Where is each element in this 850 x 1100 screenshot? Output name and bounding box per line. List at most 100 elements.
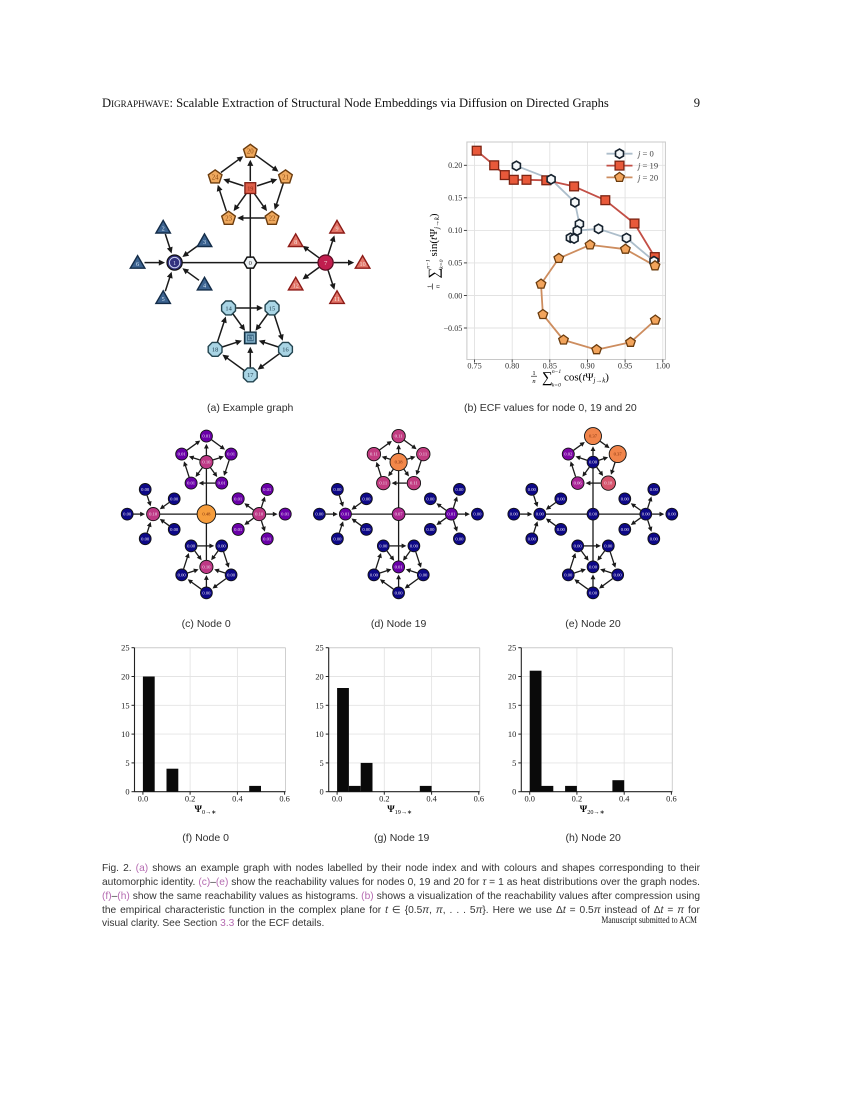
svg-text:0.38: 0.38 xyxy=(395,460,404,465)
svg-text:0.0: 0.0 xyxy=(524,795,534,804)
svg-text:0.75: 0.75 xyxy=(467,362,481,371)
svg-text:2: 2 xyxy=(162,226,165,233)
svg-text:0.00: 0.00 xyxy=(170,496,179,501)
svg-text:0.00: 0.00 xyxy=(589,591,598,596)
svg-text:0.00: 0.00 xyxy=(614,573,623,578)
svg-text:13: 13 xyxy=(247,335,253,342)
svg-text:0.05: 0.05 xyxy=(448,259,462,268)
svg-text:0.48: 0.48 xyxy=(202,512,211,517)
svg-text:0.00: 0.00 xyxy=(426,527,435,532)
svg-text:15: 15 xyxy=(269,305,275,312)
svg-text:4: 4 xyxy=(203,283,206,290)
svg-text:0.00: 0.00 xyxy=(557,527,566,532)
svg-text:0.01: 0.01 xyxy=(263,536,272,541)
svg-text:0.00: 0.00 xyxy=(410,544,419,549)
svg-text:23: 23 xyxy=(225,216,232,223)
svg-text:3: 3 xyxy=(203,239,206,246)
svg-text:0.00: 0.00 xyxy=(426,496,435,501)
svg-text:0.2: 0.2 xyxy=(572,795,582,804)
svg-text:sin(tΨj→k): sin(tΨj→k) xyxy=(428,213,441,256)
svg-text:0.00: 0.00 xyxy=(589,565,598,570)
svg-text:0.00: 0.00 xyxy=(333,487,342,492)
svg-text:0.11: 0.11 xyxy=(395,434,404,439)
svg-text:0.15: 0.15 xyxy=(448,194,462,203)
svg-text:24: 24 xyxy=(212,174,219,181)
svg-text:0.00: 0.00 xyxy=(528,536,537,541)
svg-text:k=0: k=0 xyxy=(552,382,561,388)
svg-text:0.80: 0.80 xyxy=(505,362,519,371)
svg-text:0.6: 0.6 xyxy=(474,795,484,804)
svg-text:n: n xyxy=(435,285,442,288)
svg-text:0.00: 0.00 xyxy=(574,544,583,549)
svg-text:0.01: 0.01 xyxy=(234,527,243,532)
svg-text:0.00: 0.00 xyxy=(473,512,482,517)
svg-text:0.2: 0.2 xyxy=(185,795,195,804)
svg-text:∑: ∑ xyxy=(542,370,553,386)
svg-text:0.95: 0.95 xyxy=(618,362,632,371)
svg-text:0.11: 0.11 xyxy=(419,452,428,457)
svg-text:j = 20: j = 20 xyxy=(637,172,658,182)
svg-text:0.6: 0.6 xyxy=(666,795,676,804)
svg-text:0: 0 xyxy=(320,788,324,797)
svg-text:0.00: 0.00 xyxy=(362,496,371,501)
svg-text:1: 1 xyxy=(532,370,535,377)
svg-text:0.01: 0.01 xyxy=(187,481,196,486)
svg-text:9: 9 xyxy=(335,226,338,233)
svg-text:0.00: 0.00 xyxy=(621,496,630,501)
svg-text:10: 10 xyxy=(508,730,516,739)
svg-text:0.00: 0.00 xyxy=(650,536,659,541)
svg-text:0.37: 0.37 xyxy=(614,452,623,457)
svg-text:0.0: 0.0 xyxy=(332,795,342,804)
svg-text:17: 17 xyxy=(247,372,254,379)
svg-text:6: 6 xyxy=(136,261,139,268)
svg-text:5: 5 xyxy=(320,759,324,768)
svg-text:0.00: 0.00 xyxy=(557,496,566,501)
svg-text:0.00: 0.00 xyxy=(604,544,613,549)
svg-text:0.11: 0.11 xyxy=(370,452,379,457)
svg-text:1.00: 1.00 xyxy=(656,362,670,371)
svg-text:0: 0 xyxy=(125,788,129,797)
svg-text:0.00: 0.00 xyxy=(455,487,464,492)
svg-text:0.00: 0.00 xyxy=(333,536,342,541)
svg-text:0.00: 0.00 xyxy=(455,536,464,541)
svg-text:10: 10 xyxy=(360,261,366,268)
svg-text:8: 8 xyxy=(294,239,297,246)
svg-text:Ψ19→∗: Ψ19→∗ xyxy=(387,805,412,816)
svg-text:0.00: 0.00 xyxy=(379,544,388,549)
svg-text:−0.05: −0.05 xyxy=(443,324,462,333)
svg-text:0.00: 0.00 xyxy=(589,460,598,465)
svg-text:0.01: 0.01 xyxy=(202,434,211,439)
svg-text:20: 20 xyxy=(247,149,254,156)
svg-text:18: 18 xyxy=(212,347,218,354)
svg-text:0.00: 0.00 xyxy=(141,536,150,541)
svg-text:0.01: 0.01 xyxy=(227,452,236,457)
svg-text:0.2: 0.2 xyxy=(379,795,389,804)
svg-text:0.01: 0.01 xyxy=(218,481,227,486)
svg-text:10: 10 xyxy=(315,730,323,739)
svg-text:25: 25 xyxy=(315,644,323,653)
svg-text:0.11: 0.11 xyxy=(410,481,419,486)
svg-text:0: 0 xyxy=(249,260,253,267)
svg-text:0.00: 0.00 xyxy=(123,512,132,517)
svg-text:0.10: 0.10 xyxy=(149,512,158,517)
svg-text:0: 0 xyxy=(512,788,516,797)
svg-text:20: 20 xyxy=(315,673,323,682)
svg-text:0.10: 0.10 xyxy=(202,565,211,570)
svg-text:15: 15 xyxy=(121,701,129,710)
svg-text:k=0: k=0 xyxy=(439,259,445,268)
svg-text:1: 1 xyxy=(173,260,176,267)
svg-text:Ψ20→∗: Ψ20→∗ xyxy=(580,805,605,816)
svg-text:20: 20 xyxy=(121,673,129,682)
svg-text:0.4: 0.4 xyxy=(619,795,630,804)
svg-text:0.10: 0.10 xyxy=(448,226,462,235)
svg-text:0.01: 0.01 xyxy=(341,512,350,517)
svg-text:0.00: 0.00 xyxy=(170,527,179,532)
svg-text:0.01: 0.01 xyxy=(395,565,404,570)
svg-text:22: 22 xyxy=(269,216,276,223)
svg-text:0.00: 0.00 xyxy=(564,573,573,578)
svg-text:0.01: 0.01 xyxy=(281,512,290,517)
svg-text:0.00: 0.00 xyxy=(370,573,379,578)
svg-text:0.37: 0.37 xyxy=(589,434,598,439)
svg-text:0.4: 0.4 xyxy=(426,795,437,804)
svg-text:0.00: 0.00 xyxy=(178,573,187,578)
